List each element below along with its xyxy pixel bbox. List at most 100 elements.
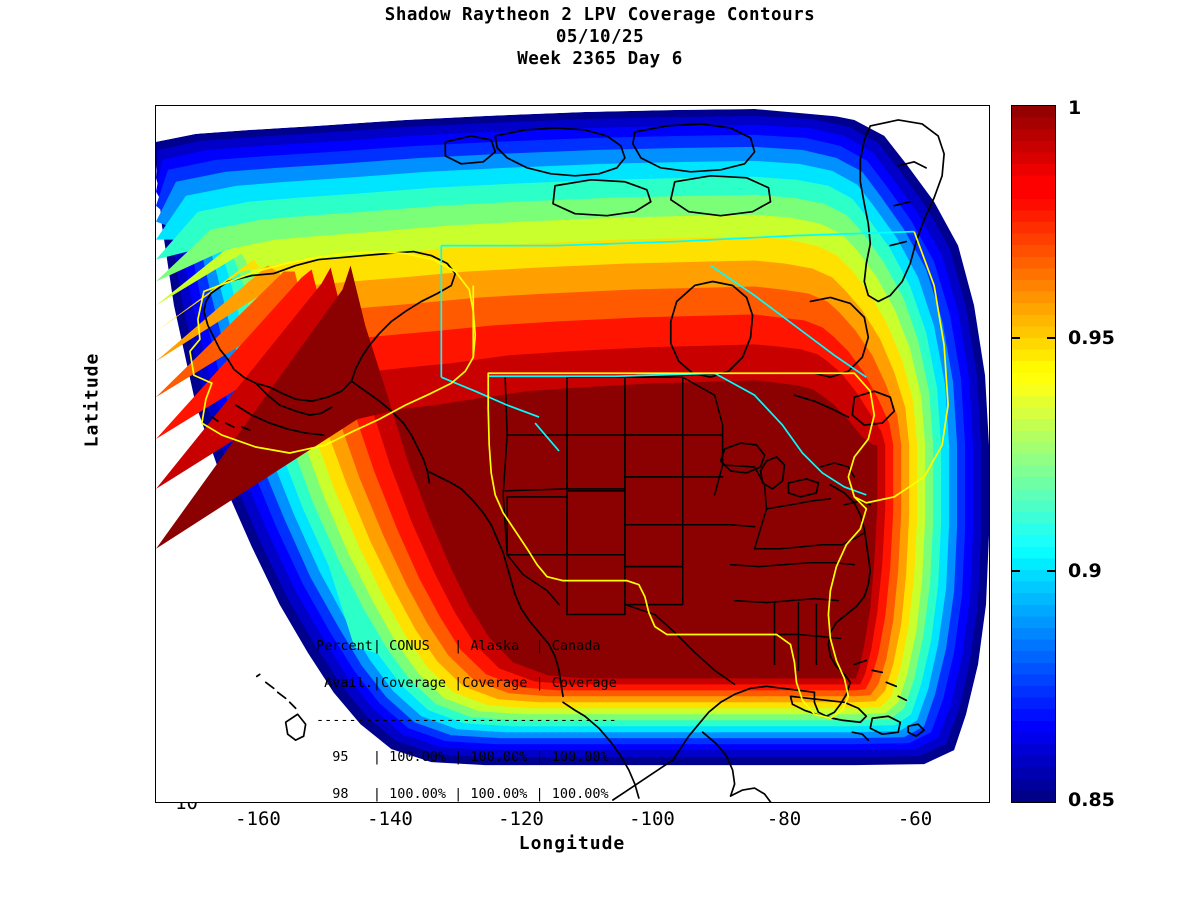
colorbar-tick-0-95-right bbox=[1047, 337, 1056, 339]
central-america bbox=[729, 787, 772, 802]
colorbar-label-0-95: 0.95 bbox=[1068, 327, 1115, 349]
bc-coastline bbox=[350, 380, 431, 484]
title-line-1: Shadow Raytheon 2 LPV Coverage Contours bbox=[384, 5, 816, 25]
state-line-ca bbox=[502, 494, 560, 606]
contour-band-1-00 bbox=[156, 265, 878, 680]
gulf-coast bbox=[671, 685, 816, 761]
ytick-60 bbox=[155, 256, 156, 258]
hispaniola bbox=[869, 715, 902, 736]
colorbar-tick-0-9-right bbox=[1047, 570, 1056, 572]
coverage-stats-table: Percent| CONUS | Alaska | Canada Avail.|… bbox=[316, 618, 617, 802]
mexico-west-coast bbox=[612, 759, 674, 801]
title-line-3: Week 2365 Day 6 bbox=[517, 49, 683, 69]
puerto-rico bbox=[907, 723, 926, 738]
coverage-map-plot[interactable]: Percent| CONUS | Alaska | Canada Avail.|… bbox=[155, 105, 990, 803]
border-alaska-canada-north bbox=[441, 230, 915, 247]
colorbar-label-0-85: 0.85 bbox=[1068, 789, 1115, 811]
state-line-ok bbox=[624, 565, 684, 606]
table-row: 98 | 100.00% | 100.00% | 100.00% bbox=[316, 786, 609, 802]
title-line-2: 05/10/25 bbox=[555, 27, 645, 47]
state-line-ne bbox=[624, 476, 684, 526]
xtick-label--80: -80 bbox=[766, 808, 802, 830]
state-line-wi-il bbox=[721, 464, 768, 550]
greenland-coastline bbox=[859, 119, 945, 303]
xtick-label--140: -140 bbox=[367, 808, 413, 830]
ytick-10 bbox=[155, 794, 156, 796]
xtick--120 bbox=[522, 105, 524, 106]
banks-island bbox=[444, 135, 497, 165]
florida-peninsula bbox=[813, 681, 852, 718]
xtick--160 bbox=[259, 105, 261, 106]
colorbar-tick-0-95 bbox=[1011, 337, 1020, 339]
state-line-ny bbox=[819, 462, 856, 478]
xtick-label--100: -100 bbox=[629, 808, 675, 830]
arctic-island-group bbox=[552, 178, 652, 217]
state-line-or-id bbox=[504, 434, 568, 492]
ytick-50 bbox=[155, 363, 156, 365]
state-line-mt bbox=[566, 376, 626, 436]
state-line-wa-id bbox=[502, 376, 508, 496]
alaska-peninsula bbox=[254, 382, 333, 416]
y-axis-title: Latitude bbox=[81, 352, 103, 448]
lake-erie-ontario bbox=[787, 478, 820, 498]
canada-fir-east bbox=[853, 231, 949, 504]
page-title: Shadow Raytheon 2 LPV Coverage Contours … bbox=[0, 4, 1200, 70]
newfoundland bbox=[851, 390, 896, 426]
border-us-canada bbox=[488, 372, 867, 496]
state-line-oh-pa bbox=[753, 543, 844, 550]
border-alaska-panhandle bbox=[440, 376, 540, 418]
border-panhandle-south bbox=[534, 422, 560, 452]
alaska-fir-boundary bbox=[189, 250, 477, 454]
jamaica bbox=[851, 731, 870, 742]
aleutian-islands bbox=[211, 416, 251, 431]
state-line-sd bbox=[624, 434, 684, 478]
ytick-20 bbox=[155, 686, 156, 688]
north-uncovered-region bbox=[156, 106, 855, 166]
colorbar-tick-0-9 bbox=[1011, 570, 1020, 572]
coverage-colorbar[interactable] bbox=[1011, 105, 1056, 803]
cuba bbox=[789, 695, 868, 724]
hawaii-islands bbox=[255, 673, 307, 742]
state-lines-south bbox=[773, 601, 818, 672]
baja-north bbox=[562, 701, 586, 718]
us-west-coast bbox=[460, 488, 564, 698]
us-east-coast bbox=[827, 484, 872, 684]
colorbar-gradient bbox=[1012, 106, 1055, 802]
colorbar-label-1: 1 bbox=[1068, 97, 1082, 119]
yucatan bbox=[701, 731, 736, 797]
state-line-ks bbox=[624, 524, 684, 568]
baffin-island bbox=[632, 123, 756, 173]
colorbar-label-0-9: 0.9 bbox=[1068, 560, 1102, 582]
aleutian-chain bbox=[234, 404, 325, 436]
vancouver-island bbox=[426, 470, 463, 490]
labrador-coast bbox=[809, 296, 870, 379]
table-row: 95 | 100.00% | 100.00% | 100.00% bbox=[316, 749, 609, 766]
stats-header-row-1: Percent| CONUS | Alaska | Canada bbox=[316, 637, 601, 654]
state-line-nv bbox=[506, 496, 568, 556]
ytick-40 bbox=[155, 471, 156, 473]
xtick-label--120: -120 bbox=[498, 808, 544, 830]
xtick--80 bbox=[785, 105, 787, 106]
state-line-az-nm bbox=[566, 553, 626, 616]
state-line-nd bbox=[624, 376, 684, 436]
gulf-st-lawrence bbox=[793, 394, 850, 418]
xtick-label--160: -160 bbox=[235, 808, 281, 830]
border-canada-interior bbox=[710, 264, 867, 378]
state-lines-central bbox=[729, 524, 768, 604]
state-line-mn bbox=[681, 376, 724, 496]
xtick--60 bbox=[916, 105, 918, 106]
baja-california bbox=[584, 715, 640, 799]
alaska-coastline bbox=[203, 250, 457, 402]
state-line-wy bbox=[566, 434, 626, 490]
ytick-30 bbox=[155, 578, 156, 580]
stats-header-row-2: Avail.|Coverage |Coverage | Coverage bbox=[316, 674, 617, 691]
state-line-ut-co bbox=[566, 490, 626, 556]
state-line-in-oh bbox=[765, 498, 832, 510]
xtick--100 bbox=[653, 105, 655, 106]
lake-superior bbox=[719, 442, 766, 474]
baffin-south bbox=[669, 174, 772, 217]
conus-fir-boundary bbox=[487, 372, 876, 720]
xtick--140 bbox=[390, 105, 392, 106]
hudson-bay bbox=[669, 280, 754, 379]
bahamas bbox=[853, 659, 908, 702]
